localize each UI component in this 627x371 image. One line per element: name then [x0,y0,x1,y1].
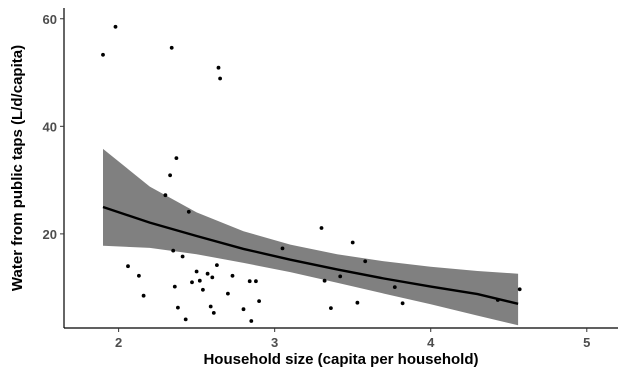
data-point [230,273,235,278]
data-point [171,248,176,253]
x-tick-label: 5 [583,335,590,350]
data-point [322,278,327,283]
data-point [201,287,205,292]
data-point [495,298,500,302]
data-point [183,317,188,322]
y-tick-label: 20 [43,227,57,242]
data-point [168,173,173,178]
data-point [216,65,221,70]
data-point [210,275,215,280]
x-ticks: 2 3 4 5 [115,328,590,350]
x-tick-label: 3 [271,335,278,350]
data-point [169,45,174,50]
points-layer [101,24,522,323]
data-point [172,284,177,289]
data-point [350,240,355,245]
plot-area [101,24,522,326]
data-point [215,263,219,267]
data-point [101,52,105,57]
data-point [355,300,360,305]
data-point [137,273,141,278]
data-point [113,24,118,29]
data-point [247,279,252,284]
x-axis-title: Household size (capita per household) [203,351,478,368]
data-point [190,280,194,285]
data-point [141,293,146,298]
x-tick-label: 4 [427,335,435,350]
confidence-band [103,148,519,326]
data-point [392,285,397,289]
y-tick-label: 40 [43,119,57,134]
data-point [211,311,216,315]
data-point [126,264,130,269]
x-tick-label: 2 [115,335,122,350]
data-point [241,307,246,312]
data-point [218,76,223,81]
data-point [186,209,191,214]
data-point [363,259,368,264]
data-point [226,291,230,296]
data-point [197,278,202,283]
data-point [319,226,324,230]
data-point [254,279,258,284]
data-point [257,299,261,303]
data-point [176,305,180,310]
y-tick-label: 60 [43,12,57,27]
data-point [400,301,405,306]
y-axis-title: Water from public taps (L/d/capita) [9,45,26,291]
data-point [194,269,199,274]
data-point [329,306,333,310]
data-point [163,193,168,198]
data-point [338,274,343,279]
data-point [517,287,522,292]
y-ticks: 20 40 60 [43,12,64,242]
data-point [205,271,210,276]
fit-line [102,205,519,305]
data-point [174,156,179,161]
data-point [180,254,185,259]
data-point [208,304,213,309]
data-point [249,319,254,323]
data-point [280,246,285,251]
